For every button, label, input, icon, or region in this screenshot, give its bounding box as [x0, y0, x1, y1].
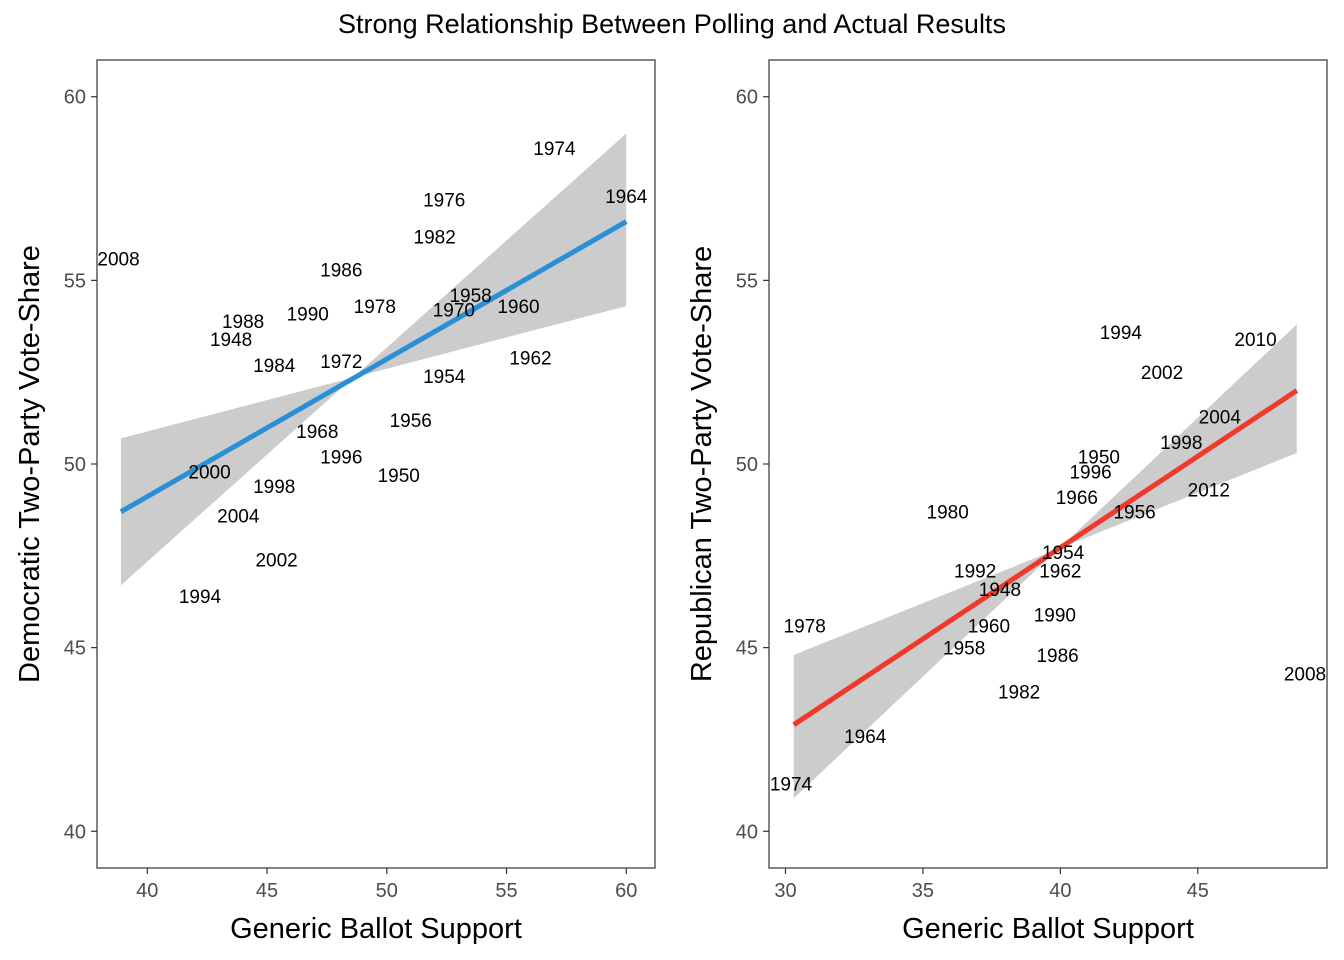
point-label: 1986 [1036, 646, 1078, 667]
point-label: 2010 [1234, 330, 1276, 351]
y-tick-label: 50 [64, 454, 86, 476]
y-tick-label: 60 [736, 87, 758, 109]
regression-line [792, 388, 1299, 727]
point-label: 1994 [179, 587, 222, 608]
point-label: 2000 [188, 462, 230, 483]
point-label: 1974 [533, 139, 576, 160]
x-tick-label: 50 [376, 880, 398, 902]
point-label: 1996 [320, 448, 362, 469]
point-label: 2002 [255, 550, 297, 571]
point-label: 1954 [1042, 543, 1085, 564]
point-label: 1996 [1069, 462, 1111, 483]
x-axis-title: Generic Ballot Support [230, 913, 522, 945]
point-label: 1960 [497, 297, 539, 318]
x-tick-label: 60 [615, 880, 637, 902]
point-label: 1958 [449, 286, 491, 307]
x-tick-label: 35 [912, 880, 934, 902]
y-axis-title: Republican Two-Party Vote-Share [686, 246, 718, 682]
point-label: 1962 [509, 348, 551, 369]
point-label: 1994 [1100, 323, 1143, 344]
point-label: 1960 [968, 617, 1010, 638]
point-label: 1990 [287, 304, 329, 325]
point-label: 1978 [784, 617, 826, 638]
y-tick-label: 45 [64, 638, 86, 660]
x-tick-label: 30 [774, 880, 796, 902]
point-label: 1998 [1160, 433, 1202, 454]
point-label: 1948 [210, 330, 252, 351]
chart-title: Strong Relationship Between Polling and … [338, 9, 1006, 39]
point-label: 2012 [1188, 481, 1230, 502]
x-tick-label: 45 [256, 880, 278, 902]
point-label: 1964 [844, 727, 887, 748]
point-label: 1982 [998, 683, 1040, 704]
point-label: 1984 [253, 356, 296, 377]
x-tick-label: 40 [136, 880, 158, 902]
x-axis-title: Generic Ballot Support [902, 913, 1194, 945]
y-tick-label: 50 [736, 454, 758, 476]
point-label: 2008 [97, 249, 139, 270]
point-label: 1970 [433, 301, 475, 322]
point-label: 1962 [1039, 562, 1081, 583]
point-label: 1990 [1034, 606, 1076, 627]
point-label: 1974 [770, 775, 813, 796]
point-label: 2002 [1141, 363, 1183, 384]
point-label: 1968 [296, 422, 338, 443]
point-label: 1964 [605, 187, 648, 208]
y-tick-label: 55 [736, 270, 758, 292]
x-tick-label: 45 [1187, 880, 1209, 902]
y-axis-title: Democratic Two-Party Vote-Share [14, 245, 46, 683]
point-label: 1966 [1056, 488, 1098, 509]
y-tick-label: 40 [736, 821, 758, 843]
point-label: 1982 [414, 227, 456, 248]
point-label: 2008 [1284, 664, 1326, 685]
point-label: 1976 [423, 191, 465, 212]
y-tick-label: 40 [64, 821, 86, 843]
point-label: 1950 [1078, 448, 1120, 469]
point-label: 1948 [979, 580, 1021, 601]
point-label: 1992 [954, 562, 996, 583]
point-label: 1988 [222, 312, 264, 333]
point-label: 1958 [943, 639, 985, 660]
point-label: 1998 [253, 477, 295, 498]
point-label: 1972 [320, 352, 362, 373]
point-label: 1980 [927, 503, 969, 524]
point-label: 2004 [217, 506, 260, 527]
democratic-panel: 2008 1974 1964 1976 1982 1986 1958 1960 1978 1970… [14, 59, 656, 945]
x-tick-label: 55 [495, 880, 517, 902]
point-label: 1956 [1113, 503, 1155, 524]
point-label: 2004 [1199, 407, 1242, 428]
point-label: 1950 [378, 466, 420, 487]
y-tick-label: 60 [64, 87, 86, 109]
regression-line [119, 219, 628, 514]
x-tick-label: 40 [1049, 880, 1071, 902]
y-tick-label: 45 [736, 638, 758, 660]
y-tick-label: 55 [64, 270, 86, 292]
confidence-band [793, 324, 1297, 799]
point-label: 1978 [354, 297, 396, 318]
point-label: 1956 [390, 411, 432, 432]
confidence-band [120, 133, 627, 586]
point-label: 1986 [320, 260, 362, 281]
point-label: 1954 [423, 367, 466, 388]
